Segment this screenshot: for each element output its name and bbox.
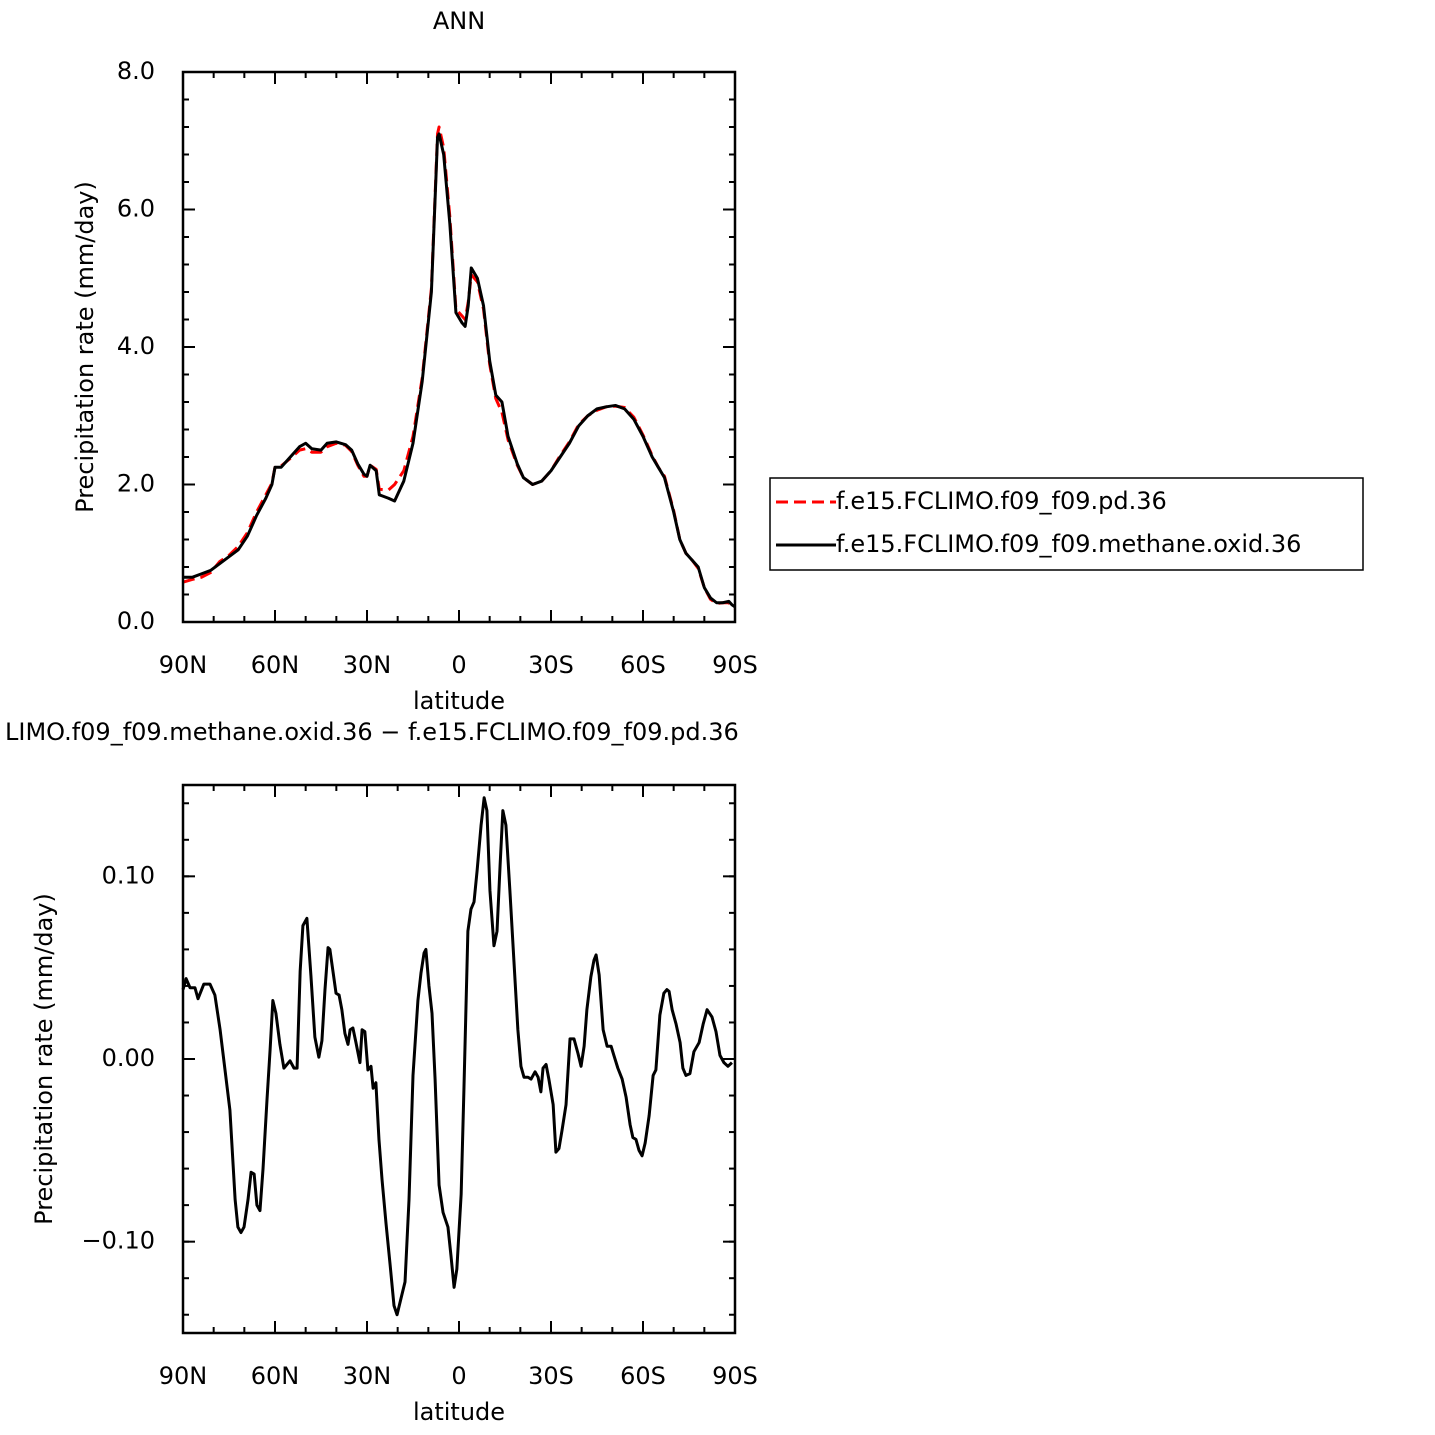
data-line xyxy=(182,125,736,610)
x-axis-label: latitude xyxy=(413,1398,505,1426)
plot-frame xyxy=(181,70,737,624)
x-tick-label: 30S xyxy=(528,1362,574,1390)
y-axis-label: Precipitation rate (mm/day) xyxy=(30,893,58,1225)
legend-label: f.e15.FCLIMO.f09_f09.pd.36 xyxy=(836,487,1167,515)
x-tick-label: 60N xyxy=(251,1362,300,1390)
x-tick-label: 60S xyxy=(620,1362,666,1390)
x-tick-label: 90N xyxy=(159,1362,208,1390)
x-tick-label: 30S xyxy=(528,651,574,679)
x-tick-label: 90S xyxy=(712,1362,758,1390)
y-tick-label: 2.0 xyxy=(117,470,155,498)
y-tick-label: 0.0 xyxy=(117,607,155,635)
y-tick-label: −0.10 xyxy=(81,1227,155,1255)
y-tick-label: 6.0 xyxy=(117,195,155,223)
y-tick-label: 0.00 xyxy=(102,1044,155,1072)
x-tick-label: 30N xyxy=(343,1362,392,1390)
x-axis-label: latitude xyxy=(413,687,505,715)
data-line xyxy=(181,796,733,1317)
x-tick-label: 0 xyxy=(451,1362,466,1390)
x-tick-label: 30N xyxy=(343,651,392,679)
legend-box xyxy=(769,477,1364,571)
y-axis-label: Precipitation rate (mm/day) xyxy=(71,181,99,513)
chart-title: ANN xyxy=(433,7,485,35)
x-tick-label: 60S xyxy=(620,651,666,679)
x-tick-label: 90N xyxy=(159,651,208,679)
x-tick-label: 90S xyxy=(712,651,758,679)
x-tick-label: 0 xyxy=(451,651,466,679)
plot-frame xyxy=(181,783,737,1335)
legend-label: f.e15.FCLIMO.f09_f09.methane.oxid.36 xyxy=(836,530,1301,558)
y-tick-label: 4.0 xyxy=(117,332,155,360)
y-tick-label: 8.0 xyxy=(117,57,155,85)
chart-title: LIMO.f09_f09.methane.oxid.36 − f.e15.FCL… xyxy=(5,718,739,746)
x-tick-label: 60N xyxy=(251,651,300,679)
y-tick-label: 0.10 xyxy=(102,861,155,889)
data-line xyxy=(183,132,736,609)
